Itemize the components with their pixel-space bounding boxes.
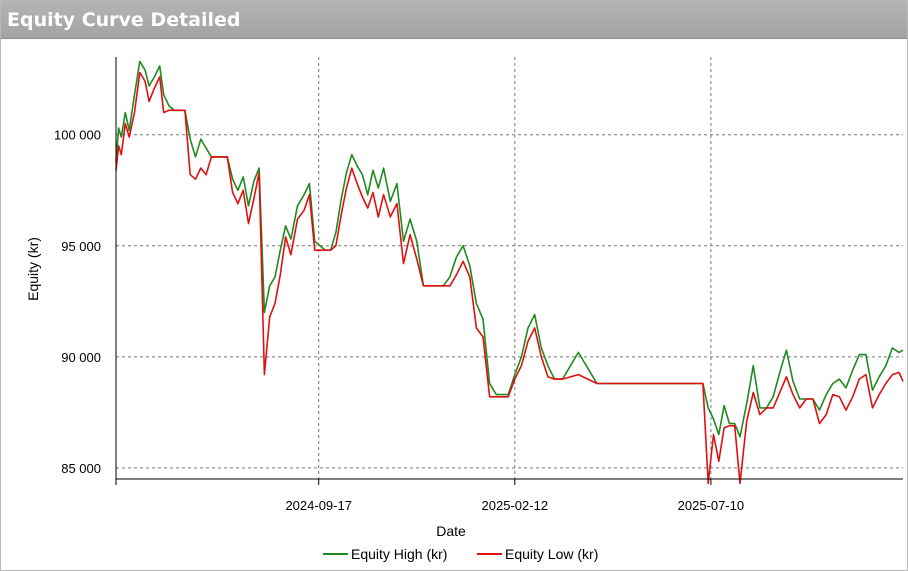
legend-label-high: Equity High (kr)	[351, 546, 447, 562]
legend-label-low: Equity Low (kr)	[505, 546, 598, 562]
series-lines	[115, 60, 904, 485]
title-bar: Equity Curve Detailed	[1, 1, 907, 39]
grid-lines	[116, 57, 903, 479]
x-axis-title: Date	[436, 523, 466, 539]
equity-low-line	[115, 71, 904, 485]
y-tick-label: 95 000	[61, 239, 101, 254]
axes: 85 000 90 000 95 000 100 000 2024-09-17 2025-…	[54, 57, 903, 513]
y-tick-label: 85 000	[61, 461, 101, 476]
x-tick-label: 2025-07-10	[678, 498, 745, 513]
y-axis-title: Equity (kr)	[25, 237, 41, 301]
y-tick-label: 90 000	[61, 350, 101, 365]
legend: Equity High (kr) Equity Low (kr)	[323, 546, 598, 562]
equity-chart: 85 000 90 000 95 000 100 000 2024-09-17 2025-…	[25, 57, 904, 562]
window-title: Equity Curve Detailed	[7, 8, 241, 31]
x-tick-label: 2025-02-12	[482, 498, 549, 513]
y-tick-label: 100 000	[54, 128, 101, 143]
x-tick-label: 2024-09-17	[285, 498, 352, 513]
